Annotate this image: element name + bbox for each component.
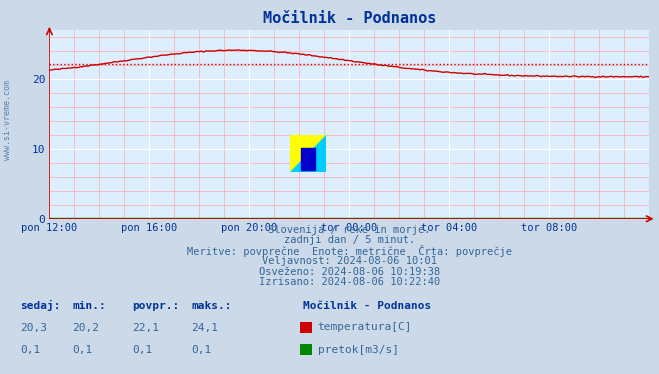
Text: 0,1: 0,1 bbox=[191, 346, 212, 355]
Text: Meritve: povprečne  Enote: metrične  Črta: povprečje: Meritve: povprečne Enote: metrične Črta:… bbox=[186, 245, 512, 257]
Text: Izrisano: 2024-08-06 10:22:40: Izrisano: 2024-08-06 10:22:40 bbox=[258, 277, 440, 286]
Text: 20,2: 20,2 bbox=[72, 323, 100, 333]
Text: 24,1: 24,1 bbox=[191, 323, 218, 333]
Text: 20,3: 20,3 bbox=[20, 323, 47, 333]
Text: 22,1: 22,1 bbox=[132, 323, 159, 333]
Title: Močilnik - Podnanos: Močilnik - Podnanos bbox=[262, 11, 436, 26]
Polygon shape bbox=[290, 135, 326, 172]
Text: Močilnik - Podnanos: Močilnik - Podnanos bbox=[303, 301, 432, 310]
Text: Osveženo: 2024-08-06 10:19:38: Osveženo: 2024-08-06 10:19:38 bbox=[258, 267, 440, 276]
Text: maks.:: maks.: bbox=[191, 301, 231, 310]
Text: 0,1: 0,1 bbox=[72, 346, 93, 355]
Text: www.si-vreme.com: www.si-vreme.com bbox=[3, 80, 13, 160]
Text: Veljavnost: 2024-08-06 10:01: Veljavnost: 2024-08-06 10:01 bbox=[262, 256, 437, 266]
Polygon shape bbox=[290, 135, 326, 172]
Text: temperatura[C]: temperatura[C] bbox=[318, 322, 412, 332]
Text: pretok[m3/s]: pretok[m3/s] bbox=[318, 345, 399, 355]
Text: povpr.:: povpr.: bbox=[132, 301, 179, 310]
Text: zadnji dan / 5 minut.: zadnji dan / 5 minut. bbox=[283, 235, 415, 245]
Text: 0,1: 0,1 bbox=[20, 346, 40, 355]
Text: sedaj:: sedaj: bbox=[20, 300, 60, 310]
Text: Slovenija / reke in morje.: Slovenija / reke in morje. bbox=[268, 225, 430, 235]
Text: min.:: min.: bbox=[72, 301, 106, 310]
Polygon shape bbox=[301, 148, 316, 170]
Text: 0,1: 0,1 bbox=[132, 346, 152, 355]
